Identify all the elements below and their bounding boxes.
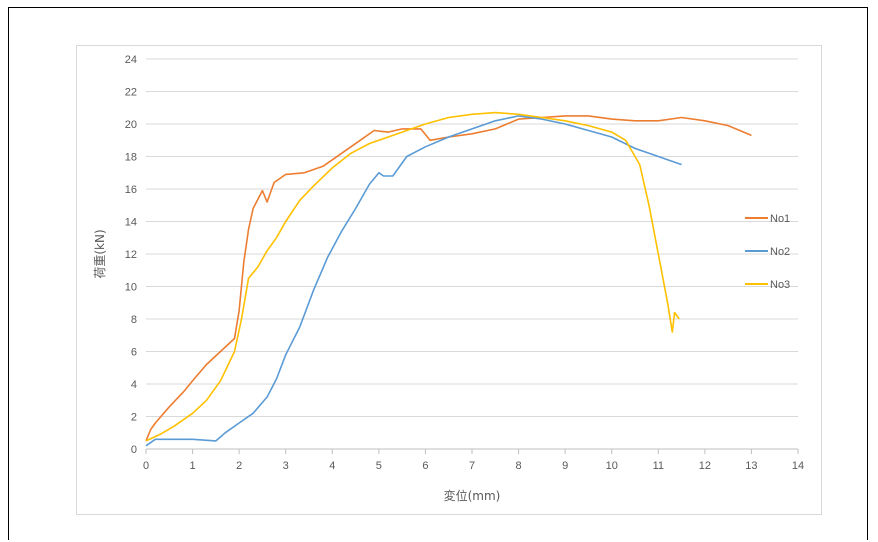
y-tick-label: 2 [131, 412, 137, 424]
series-lines [145, 111, 752, 447]
legend: No1 No2 No3 [745, 213, 790, 291]
y-tick-label: 14 [125, 217, 137, 229]
x-tick-label: 12 [699, 460, 711, 472]
x-tick-label: 9 [562, 460, 568, 472]
chart-area [76, 45, 822, 515]
x-tick-label: 4 [329, 460, 335, 472]
legend-label-no2: No2 [770, 246, 790, 258]
axes [145, 448, 799, 454]
x-tick-label: 0 [143, 460, 149, 472]
x-tick-label: 6 [422, 460, 428, 472]
series-line-no2 [145, 115, 682, 447]
series-line-no1 [145, 115, 752, 442]
y-axis-label: 荷重(kN) [93, 229, 107, 278]
y-tick-label: 0 [131, 444, 137, 456]
figure-frame [8, 7, 868, 540]
x-tick-label: 7 [469, 460, 475, 472]
y-tick-label: 16 [125, 184, 137, 196]
x-tick-label: 13 [745, 460, 757, 472]
x-tick-label: 5 [376, 460, 382, 472]
y-tick-label: 24 [125, 54, 137, 66]
gridlines [146, 58, 798, 417]
legend-label-no1: No1 [770, 213, 790, 225]
x-tick-label: 10 [606, 460, 618, 472]
y-tick-label: 12 [125, 249, 137, 261]
y-tick-label: 8 [131, 314, 137, 326]
y-tick-label: 18 [125, 152, 137, 164]
x-tick-label: 2 [236, 460, 242, 472]
y-tick-label: 6 [131, 347, 137, 359]
y-tick-label: 4 [131, 379, 137, 391]
x-tick-label: 1 [190, 460, 196, 472]
x-tick-label: 8 [516, 460, 522, 472]
y-tick-label: 10 [125, 282, 137, 294]
x-tick-label: 11 [653, 460, 664, 472]
legend-label-no3: No3 [770, 279, 790, 291]
y-tick-label: 22 [125, 87, 137, 99]
series-line-no3 [145, 111, 680, 442]
x-tick-labels: 0 1 2 3 4 5 6 7 8 9 10 11 12 13 14 [143, 460, 804, 472]
y-tick-label: 20 [125, 119, 137, 131]
x-tick-label: 3 [283, 460, 289, 472]
x-tick-label: 14 [792, 460, 804, 472]
x-axis-label: 変位(mm) [444, 488, 501, 503]
